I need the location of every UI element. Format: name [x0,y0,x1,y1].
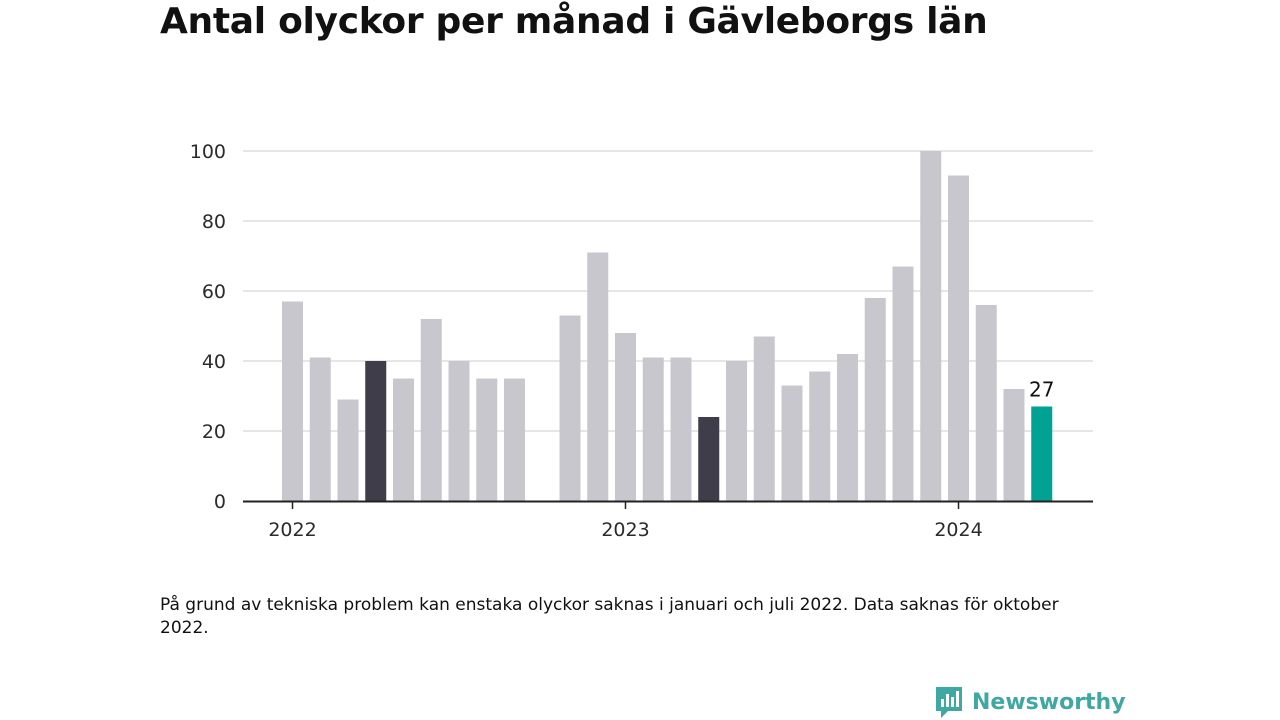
y-tick-label: 40 [202,351,226,373]
bar-2023-10 [864,298,886,501]
bar-2023-03 [670,357,692,501]
newsworthy-logo-icon [936,687,962,718]
chart-footnote: På grund av tekniska problem kan enstaka… [160,595,1059,638]
bar-2022-02 [309,357,331,501]
y-tick-label: 20 [202,421,226,443]
bar-2022-08 [476,378,498,501]
x-tick-label: 2022 [268,519,316,541]
bar-2022-05 [393,378,414,501]
brand-name: Newsworthy [972,689,1126,715]
bar-chart: 0 20 40 60 80 100 2022 2023 2024 27 [190,141,1093,541]
bar-2024-01 [948,175,969,501]
bar-2023-04 [698,417,720,501]
y-tick-label: 0 [214,491,226,513]
y-tick-label: 80 [202,211,226,233]
bar-2022-07 [448,361,470,501]
bar-2023-12 [920,151,942,501]
x-tick-label: 2024 [934,519,982,541]
bar-2023-07 [781,385,803,501]
bar-2023-06 [753,336,775,501]
bar-2023-08 [809,371,831,501]
bar-2022-06 [420,319,442,501]
data-label-latest: 27 [1029,378,1054,402]
bar-2023-11 [892,266,914,501]
bar-2023-01 [615,333,636,501]
bar-2022-04 [365,361,387,501]
y-tick-label: 60 [202,281,226,303]
bars [282,151,1053,501]
bar-2023-05 [726,361,747,501]
labels: 0 20 40 60 80 100 2022 2023 2024 27 [190,141,1055,541]
bar-2024-03 [1003,389,1025,501]
bar-2023-02 [642,357,664,501]
chart-title: Antal olyckor per månad i Gävleborgs län [160,1,988,42]
bar-2024-02 [975,305,997,501]
bar-2022-01 [282,301,303,501]
axes [243,500,1093,509]
bar-2024-04 [1031,406,1053,501]
bar-2022-11 [559,315,581,501]
y-tick-label: 100 [190,141,226,163]
bar-2022-09 [504,378,525,501]
bar-2022-12 [587,252,609,501]
bar-2023-09 [837,354,858,501]
x-tick-label: 2023 [601,519,649,541]
bar-2022-03 [337,399,359,501]
brand-logo: Newsworthy [934,684,1126,720]
